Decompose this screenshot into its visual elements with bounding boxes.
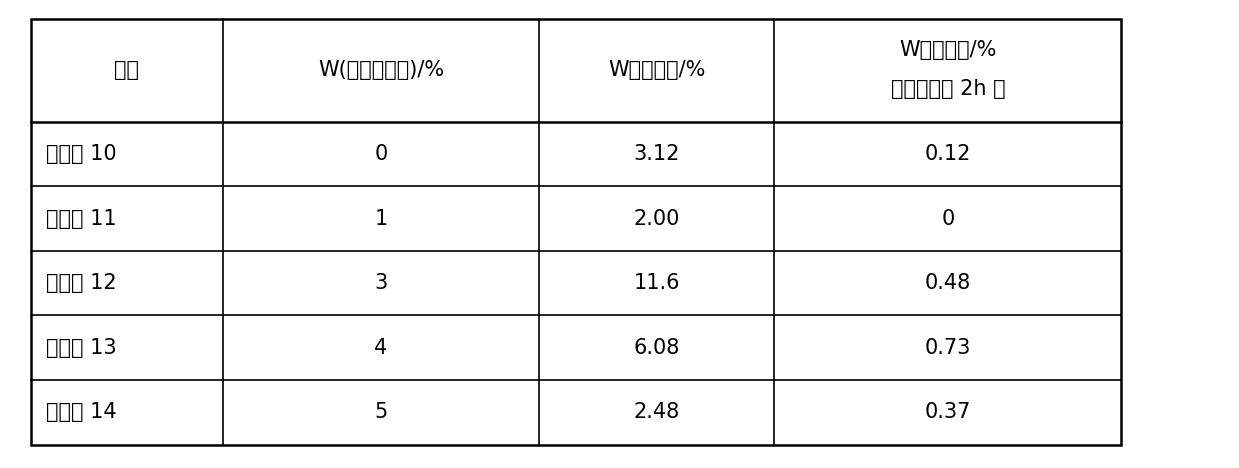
Text: 实施例 12: 实施例 12 [46,273,116,293]
Text: 11.6: 11.6 [633,273,680,293]
Text: 实施例 11: 实施例 11 [46,209,116,228]
Text: 实施例 13: 实施例 13 [46,338,116,358]
Text: 0.73: 0.73 [924,338,971,358]
Text: 0: 0 [374,144,388,164]
Text: 编号: 编号 [114,60,140,80]
Text: 0.12: 0.12 [924,144,971,164]
Bar [31,19,1121,445]
Text: 4: 4 [374,338,388,358]
Text: 2.48: 2.48 [633,402,680,422]
Text: 0.48: 0.48 [924,273,971,293]
Text: 超声波处理 2h 后: 超声波处理 2h 后 [891,79,1005,99]
Text: 5: 5 [374,402,388,422]
Text: 实施例 14: 实施例 14 [46,402,116,422]
Text: 2.00: 2.00 [633,209,680,228]
Text: 0.37: 0.37 [924,402,971,422]
Text: 实施例 10: 实施例 10 [46,144,116,164]
Text: W(结构改性剂)/%: W(结构改性剂)/% [318,60,444,80]
Text: 3.12: 3.12 [633,144,680,164]
Text: 0: 0 [942,209,954,228]
Text: 1: 1 [374,209,388,228]
Text: W（凝胶）/%: W（凝胶）/% [608,60,705,80]
Text: 6.08: 6.08 [633,338,680,358]
Text: 3: 3 [374,273,388,293]
Text: W（凝胶）/%: W（凝胶）/% [900,40,996,59]
